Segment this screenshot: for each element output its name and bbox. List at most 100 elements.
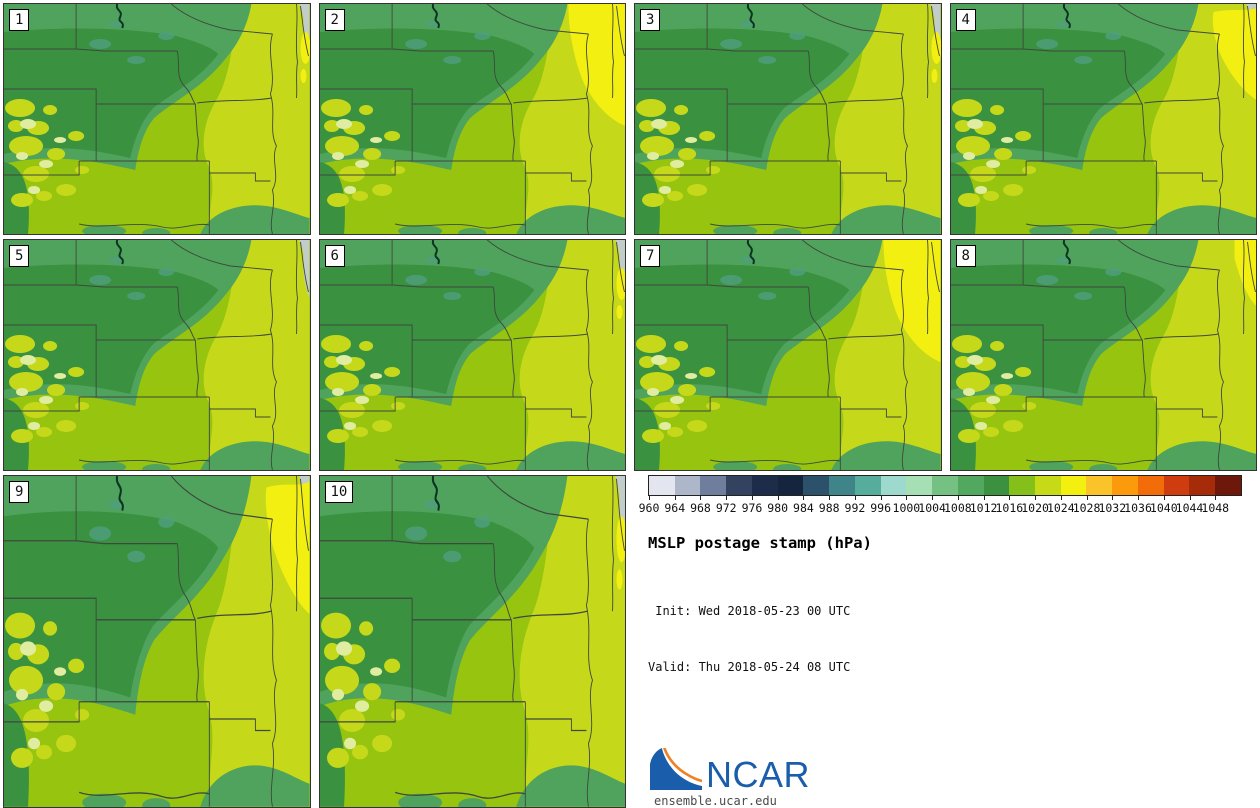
- colorbar-tick-label: 1008: [944, 501, 972, 515]
- ncar-logo-text: NCAR: [706, 754, 811, 796]
- colorbar-tick: [880, 496, 882, 500]
- colorbar-tick-label: 1044: [1175, 501, 1204, 515]
- colorbar-tick: [906, 496, 908, 500]
- ensemble-panel-7: 7: [634, 239, 942, 471]
- panel-number-badge: 1: [9, 9, 30, 31]
- ensemble-panel-3: 3: [634, 3, 942, 235]
- colorbar-tick: [1009, 496, 1011, 500]
- colorbar-segment: [932, 476, 958, 495]
- colorbar-tick: [983, 496, 985, 500]
- colorbar-segment: [1112, 476, 1138, 495]
- panel-number-badge: 8: [955, 245, 976, 267]
- colorbar-segment: [1060, 476, 1087, 495]
- colorbar-tick-label: 1004: [918, 501, 946, 515]
- colorbar-segment: [674, 476, 701, 495]
- colorbar-tick-label: 1028: [1072, 501, 1101, 515]
- colorbar-tick: [674, 496, 676, 500]
- colorbar-tick-label: 1012: [969, 501, 998, 515]
- colorbar-tick: [957, 496, 959, 500]
- legend-block: 960 964 968 972 976 980 984 988 992 996 1000 1004 10…: [634, 475, 1257, 808]
- mslp-map: [4, 240, 310, 470]
- colorbar-segment: [1009, 476, 1036, 495]
- colorbar-segment: [803, 476, 830, 495]
- colorbar-tick-label: 1040: [1149, 501, 1178, 515]
- colorbar-segment: [777, 476, 804, 495]
- panel-number-badge: 2: [324, 9, 345, 31]
- ensemble-panel-1: 1: [3, 3, 311, 235]
- colorbar-tick: [829, 496, 831, 500]
- colorbar-tick: [777, 496, 779, 500]
- colorbar-tick: [1112, 496, 1114, 500]
- colorbar-tick-label: 996: [870, 501, 892, 515]
- colorbar-tick-label: 1032: [1098, 501, 1127, 515]
- panel-number-badge: 3: [640, 9, 661, 31]
- ensemble-panel-9: 9: [3, 475, 311, 808]
- panel-number-badge: 5: [9, 245, 30, 267]
- colorbar-segment: [983, 476, 1010, 495]
- colorbar-tick-label: 1020: [1021, 501, 1049, 515]
- colorbar-ticks: [649, 496, 1241, 500]
- colorbar-segment: [957, 476, 984, 495]
- colorbar-tick: [726, 496, 728, 500]
- colorbar-tick: [1086, 496, 1088, 500]
- colorbar-tick-label: 1036: [1124, 501, 1152, 515]
- colorbar-segments: [648, 475, 1242, 496]
- colorbar-segment: [1189, 476, 1216, 495]
- colorbar-tick-label: 964: [664, 501, 686, 515]
- colorbar-tick-label: 1024: [1046, 501, 1075, 515]
- colorbar-segment: [829, 476, 855, 495]
- colorbar-tick: [803, 496, 805, 500]
- mslp-map: [319, 240, 625, 470]
- panel-number-badge: 4: [955, 9, 976, 31]
- colorbar-tick-label: 1048: [1201, 501, 1230, 515]
- panel-number-badge: 10: [324, 481, 354, 503]
- valid-time: Valid: Thu 2018-05-24 08 UTC: [648, 659, 851, 674]
- colorbar-tick-label: 980: [767, 501, 789, 515]
- ensemble-panel-10: 10: [318, 475, 626, 808]
- colorbar-tick-label: 1000: [892, 501, 921, 515]
- mslp-map: [950, 4, 1256, 234]
- ensemble-panel-2: 2: [318, 3, 626, 235]
- panel-number-badge: 6: [324, 245, 345, 267]
- stamp-grid: 1 2: [3, 3, 1257, 808]
- ensemble-panel-8: 8: [949, 239, 1257, 471]
- colorbar-tick: [649, 496, 650, 500]
- colorbar-segment: [854, 476, 881, 495]
- colorbar: 960 964 968 972 976 980 984 988 992 996 1000 1004 10…: [639, 475, 1242, 515]
- colorbar-segment: [1137, 476, 1164, 495]
- colorbar-segment: [1215, 476, 1241, 495]
- init-time: Init: Wed 2018-05-23 00 UTC: [648, 604, 851, 619]
- colorbar-tick: [700, 496, 702, 500]
- colorbar-segment: [649, 476, 675, 495]
- colorbar-tick-label: 972: [715, 501, 737, 515]
- colorbar-segment: [1086, 476, 1113, 495]
- colorbar-tick: [1163, 496, 1165, 500]
- ensemble-panel-5: 5: [3, 239, 311, 471]
- colorbar-tick: [1189, 496, 1191, 500]
- colorbar-tick-label: 976: [741, 501, 763, 515]
- colorbar-tick-label: 1016: [995, 501, 1024, 515]
- colorbar-tick: [1215, 496, 1217, 500]
- colorbar-segment: [726, 476, 752, 495]
- colorbar-tick-label: 992: [844, 501, 866, 515]
- panel-number-badge: 9: [9, 481, 30, 503]
- panel-number-badge: 7: [640, 245, 661, 267]
- mslp-map: [4, 476, 310, 807]
- colorbar-tick-label: 984: [793, 501, 814, 515]
- colorbar-tick-label: 988: [818, 501, 840, 515]
- colorbar-tick: [1060, 496, 1062, 500]
- colorbar-tick: [854, 496, 856, 500]
- colorbar-tick-label: 960: [638, 501, 660, 515]
- ensemble-panel-6: 6: [318, 239, 626, 471]
- colorbar-tick: [1138, 496, 1140, 500]
- colorbar-segment: [751, 476, 778, 495]
- colorbar-tick-label: 968: [690, 501, 711, 515]
- branding-url: ensemble.ucar.edu: [654, 793, 777, 808]
- colorbar-segment: [1163, 476, 1190, 495]
- mslp-map: [319, 4, 625, 234]
- colorbar-segment: [1035, 476, 1061, 495]
- ensemble-panel-4: 4: [949, 3, 1257, 235]
- plot-title: MSLP postage stamp (hPa): [648, 534, 872, 552]
- colorbar-tick: [1035, 496, 1037, 500]
- colorbar-segment: [906, 476, 933, 495]
